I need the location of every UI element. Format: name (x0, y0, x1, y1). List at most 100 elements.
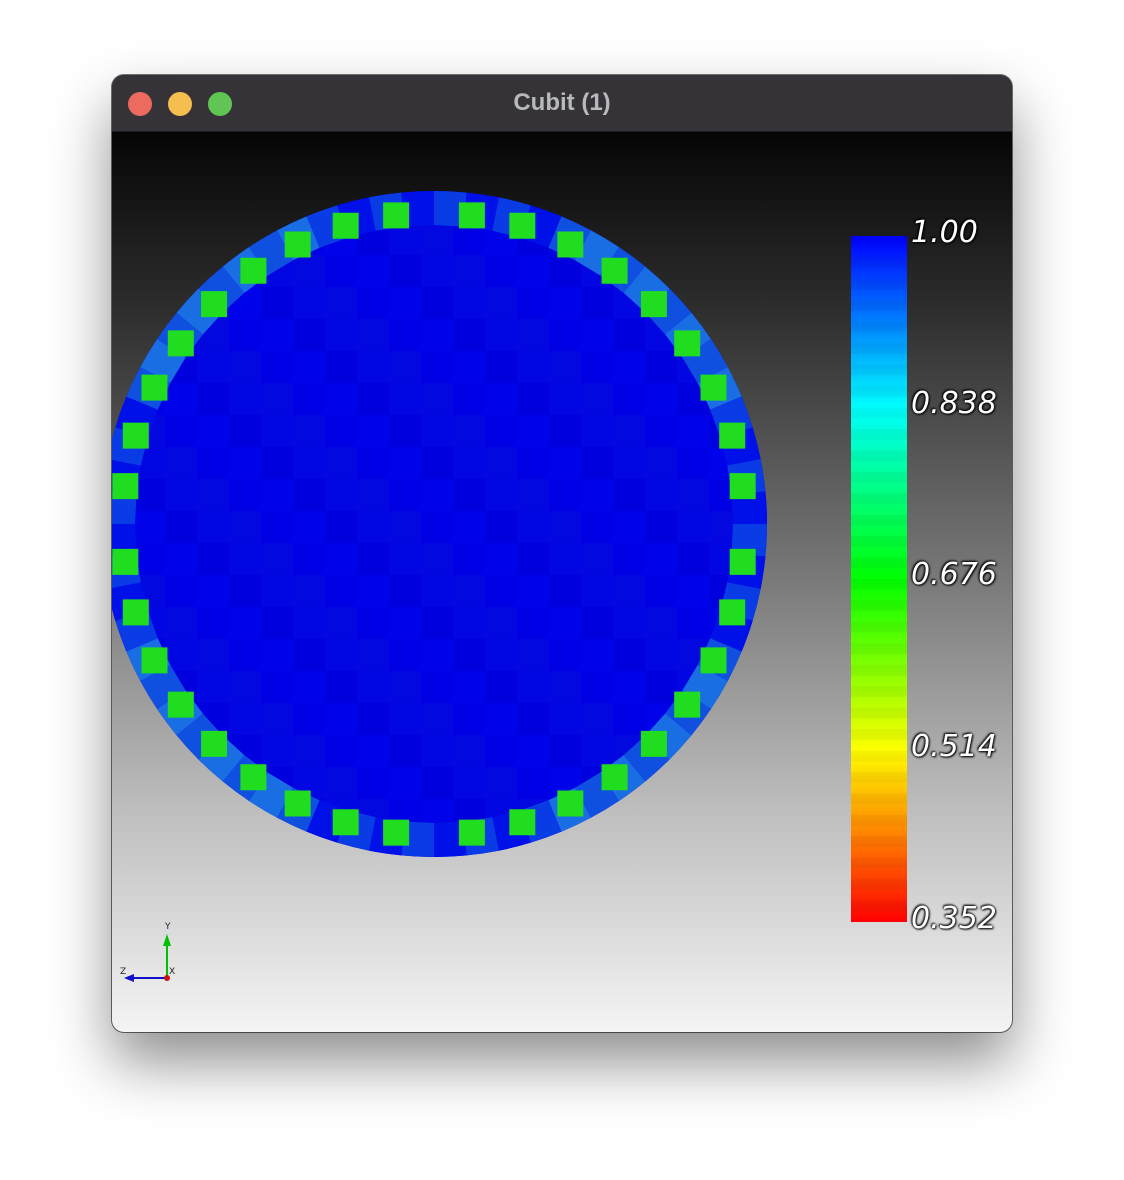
mesh-cell (389, 575, 421, 607)
mesh-cell (357, 607, 389, 639)
mesh-cell (549, 639, 581, 671)
mesh-cell (197, 863, 229, 895)
mesh-cell (517, 703, 549, 735)
mesh-canvas (112, 191, 907, 982)
mesh-cell (709, 191, 741, 223)
colorbar-band (851, 557, 907, 569)
mesh-cell (581, 703, 613, 735)
mesh-cell (613, 863, 645, 895)
mesh-cell (741, 735, 767, 767)
mesh-cell (421, 511, 453, 543)
mesh-cell (112, 767, 133, 799)
mesh-cell (453, 415, 485, 447)
mesh-cell (453, 639, 485, 671)
mesh-cell (229, 575, 261, 607)
axis-triad (124, 934, 171, 982)
colorbar-band (851, 514, 907, 526)
mesh-cell (197, 191, 229, 223)
colorbar-band (851, 321, 907, 333)
mesh-cell (645, 831, 677, 857)
mesh-cell (389, 415, 421, 447)
mesh-cell (165, 767, 197, 799)
mesh-cell (325, 639, 357, 671)
mesh-low-quality-element (112, 473, 139, 500)
colorbar-band (851, 407, 907, 419)
colorbar-band (851, 643, 907, 655)
mesh-cell (517, 607, 549, 639)
title-bar[interactable]: Cubit (1) (112, 75, 1012, 132)
mesh-cell (549, 831, 581, 857)
mesh-cell (613, 607, 645, 639)
mesh-cell (293, 511, 325, 543)
mesh-cell (549, 575, 581, 607)
mesh-cell (197, 831, 229, 857)
mesh-cell (773, 287, 805, 319)
mesh-cell (709, 287, 741, 319)
mesh-cell (645, 639, 677, 671)
close-button[interactable] (128, 92, 152, 116)
mesh-edge-element (112, 524, 137, 557)
mesh-cell (517, 415, 549, 447)
mesh-cell (112, 287, 133, 319)
mesh-cell (389, 607, 421, 639)
mesh-cell (197, 223, 229, 255)
mesh-cell (357, 703, 389, 735)
mesh-cell (741, 639, 767, 671)
minimize-button[interactable] (168, 92, 192, 116)
mesh-cell (229, 319, 261, 351)
mesh-cell (133, 255, 165, 287)
mesh-cell (549, 735, 581, 767)
mesh-cell (581, 287, 613, 319)
mesh-cell (389, 351, 421, 383)
mesh-cell (261, 639, 293, 671)
mesh-low-quality-element (141, 647, 168, 674)
mesh-cell (581, 575, 613, 607)
mesh-cell (581, 639, 613, 671)
colorbar-band (851, 750, 907, 762)
mesh-cell (325, 255, 357, 287)
mesh-cell (112, 735, 133, 767)
mesh-cell (773, 671, 805, 703)
mesh-cell (773, 223, 805, 255)
y-axis-arrow (163, 934, 171, 946)
mesh-cell (421, 415, 453, 447)
mesh-cell (485, 479, 517, 511)
mesh-cell (133, 479, 165, 511)
mesh-cell (773, 415, 805, 447)
cubit-window: Cubit (1) (112, 75, 1012, 1032)
mesh-cell (677, 799, 709, 831)
mesh-cell (389, 223, 421, 255)
graphics-viewport[interactable]: 1.00 0.838 0.676 0.514 0.352 Y Z X (112, 132, 1012, 1032)
mesh-cell (197, 543, 229, 575)
mesh-cell (453, 735, 485, 767)
mesh-cell (293, 287, 325, 319)
mesh-cell (773, 191, 805, 223)
mesh-cell (549, 383, 581, 415)
colorbar-band (851, 471, 907, 483)
mesh-cell (229, 479, 261, 511)
mesh-cell (293, 607, 325, 639)
mesh-cell (165, 447, 197, 479)
mesh-low-quality-element (201, 730, 228, 757)
mesh-cell (453, 575, 485, 607)
mesh-cell (389, 671, 421, 703)
mesh-cell (581, 863, 613, 895)
mesh-low-quality-element (601, 764, 628, 791)
mesh-cell (421, 735, 453, 767)
colorbar-band (851, 257, 907, 269)
colorbar-band (851, 386, 907, 397)
mesh-cell (517, 671, 549, 703)
mesh-cell (485, 703, 517, 735)
maximize-button[interactable] (208, 92, 232, 116)
mesh-cell (325, 543, 357, 575)
mesh-cell (389, 511, 421, 543)
mesh-low-quality-element (700, 374, 727, 401)
mesh-cell (773, 351, 805, 383)
mesh-cell (581, 319, 613, 351)
mesh-cell (133, 735, 165, 767)
mesh-cell (389, 319, 421, 351)
mesh-cell (773, 255, 805, 287)
colorbar-label-4: 0.514 (911, 729, 997, 764)
colorbar-band (851, 428, 907, 440)
mesh-cell (133, 287, 165, 319)
